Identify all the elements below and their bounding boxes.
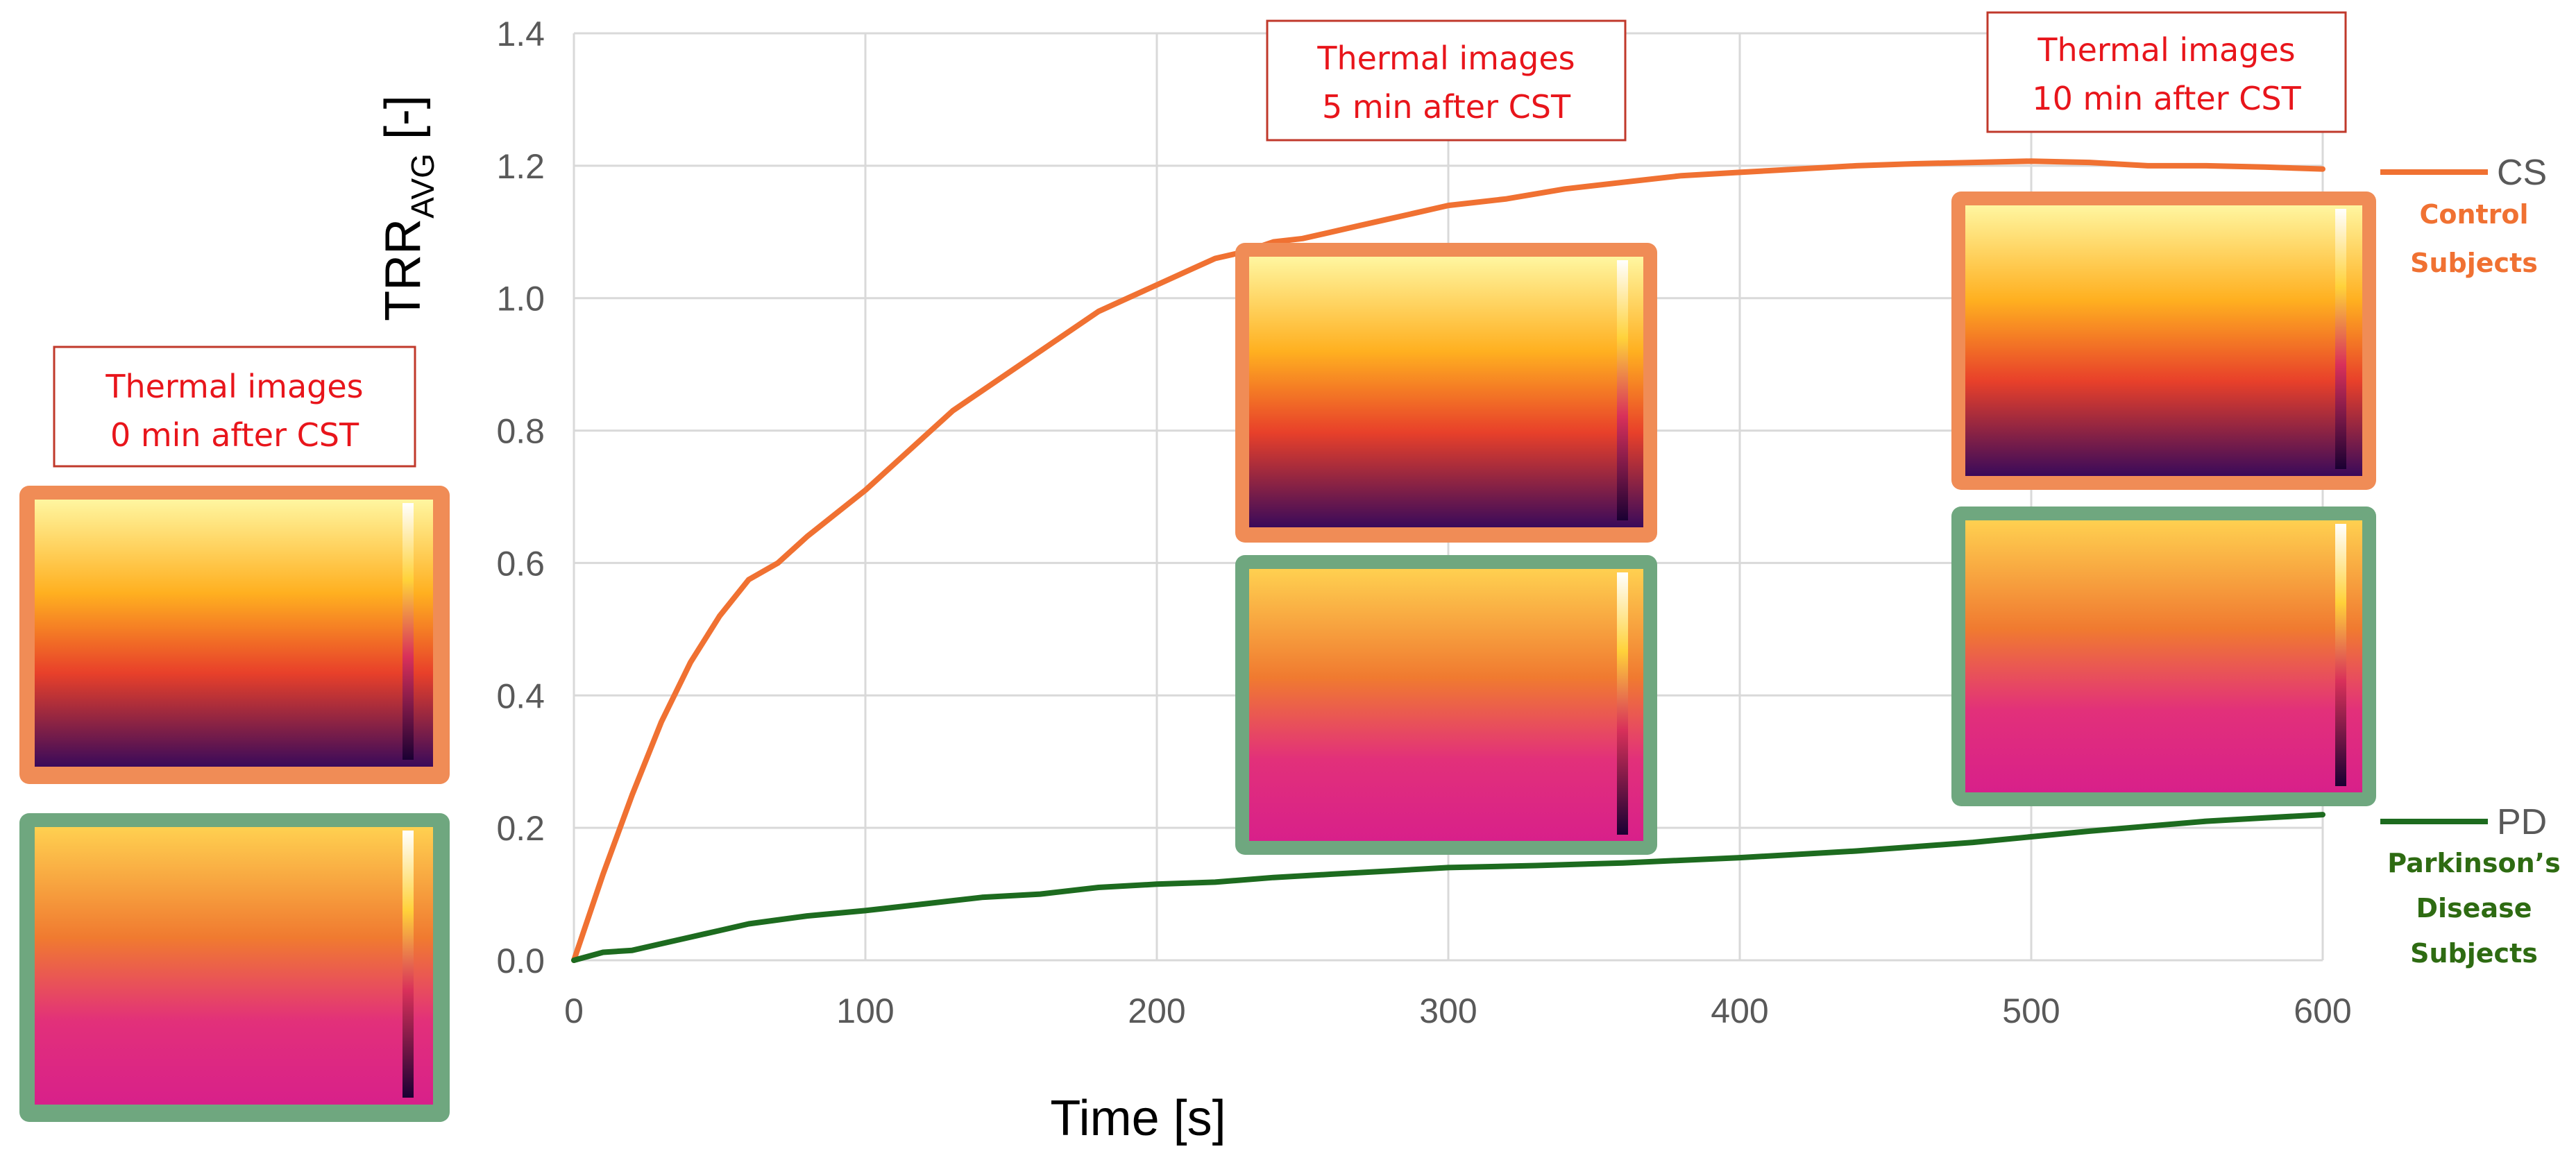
thermal-image-0min-cs (19, 486, 450, 784)
legend-pd-fullname-2: Disease (2416, 893, 2532, 924)
y-tick-label: 0.6 (496, 544, 545, 583)
thermal-image-0min-pd (19, 813, 450, 1122)
y-axis-title-main: TRR (375, 219, 431, 321)
series-line-pd (571, 812, 2325, 963)
y-axis-title-unit: [-] (375, 95, 431, 139)
callout-5min-line2: 5 min after CST (1322, 88, 1571, 126)
y-tick-label: 1.0 (496, 280, 545, 318)
callout-0min-line2: 0 min after CST (110, 416, 359, 454)
callout-5min: Thermal images 5 min after CST (1266, 19, 1627, 142)
x-tick-label: 500 (2002, 991, 2060, 1030)
thermal-image-5min-cs (1235, 243, 1657, 543)
thermal-image-10min-cs (1951, 192, 2376, 490)
y-tick-label: 0.0 (496, 942, 545, 980)
x-axis-title: Time [s] (1050, 1091, 1226, 1146)
x-tick-label: 400 (1711, 991, 1768, 1030)
thermal-image-panels (19, 192, 2376, 1122)
legend-pd-label: PD (2497, 802, 2547, 842)
thermal-image-5min-pd (1235, 555, 1657, 855)
tick-labels: 0.0 0.2 0.4 0.6 0.8 1.0 1.2 1.4 0 100 200 300 400 500… (496, 15, 2351, 1030)
legend-cs-label: CS (2497, 153, 2547, 193)
x-tick-label: 300 (1419, 991, 1477, 1030)
callout-0min-line1: Thermal images (105, 368, 363, 405)
y-tick-label: 0.2 (496, 809, 545, 848)
legend-pd-fullname-1: Parkinson’s (2387, 848, 2560, 878)
y-tick-label: 0.4 (496, 676, 545, 715)
callout-10min: Thermal images 10 min after CST (1986, 11, 2347, 133)
callout-5min-line1: Thermal images (1316, 40, 1575, 77)
y-tick-label: 1.2 (496, 147, 545, 186)
y-axis-title: TRRAVG [-] (375, 95, 441, 321)
series-lines (571, 158, 2325, 963)
legend-pd-fullname-3: Subjects (2410, 938, 2538, 969)
legend-cs-fullname-1: Control (2419, 199, 2528, 230)
legend-cs-fullname-2: Subjects (2410, 248, 2538, 278)
x-tick-label: 0 (564, 991, 584, 1030)
y-tick-label: 1.4 (496, 15, 545, 53)
x-tick-label: 600 (2294, 991, 2351, 1030)
series-line-cs (571, 158, 2325, 963)
legend-cs: CS Control Subjects (2380, 153, 2547, 278)
x-tick-label: 100 (836, 991, 894, 1030)
svg-text:TRRAVG[-]: TRRAVG [-] (375, 95, 441, 321)
callout-10min-line2: 10 min after CST (2032, 80, 2301, 117)
legend-pd: PD Parkinson’s Disease Subjects (2380, 802, 2561, 969)
y-tick-label: 0.8 (496, 412, 545, 451)
callout-10min-line1: Thermal images (2037, 31, 2295, 69)
callout-0min: Thermal images 0 min after CST (53, 346, 416, 468)
y-axis-title-subscript: AVG (405, 153, 441, 219)
x-tick-label: 200 (1128, 991, 1185, 1030)
thermal-image-10min-pd (1951, 507, 2376, 806)
